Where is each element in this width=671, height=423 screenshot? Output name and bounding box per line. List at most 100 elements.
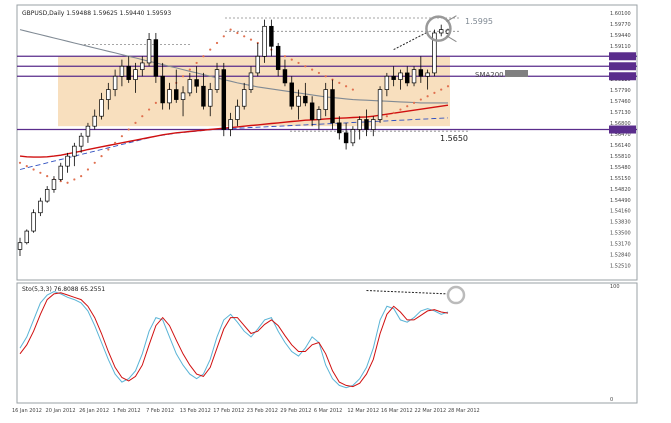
candle-body <box>330 89 335 124</box>
candle-body <box>296 95 301 107</box>
price-tick-label: 1.59440 <box>610 33 631 39</box>
stochastic-highlight-circle <box>446 285 466 305</box>
sar-dot <box>93 161 96 164</box>
date-tick-label: 28 Mar 2012 <box>448 408 480 414</box>
candle-body <box>133 69 138 80</box>
price-panel: 1.601001.597701.594401.591101.587801.584… <box>16 4 638 281</box>
candle-body <box>92 115 97 127</box>
candle-body <box>364 119 369 130</box>
candle-body <box>391 75 396 80</box>
price-tick-label: 1.54490 <box>610 198 631 204</box>
sar-dot <box>73 178 76 181</box>
candle-body <box>194 79 199 87</box>
date-tick-label: 29 Feb 2012 <box>280 408 311 414</box>
candle-body <box>126 65 131 80</box>
sar-dot <box>290 58 293 61</box>
price-tick-label: 1.52510 <box>610 264 631 270</box>
level-label-1-5995: 1.5995 <box>465 17 493 26</box>
candle-body <box>38 200 43 214</box>
candle-body <box>167 89 172 104</box>
sar-dot <box>46 175 49 178</box>
candle-body <box>438 29 444 34</box>
sar-dot <box>433 91 436 94</box>
trend-dotted-arrow <box>393 31 429 51</box>
price-tick-label: 1.56140 <box>610 143 631 149</box>
candle-body <box>418 69 424 77</box>
candle-body <box>174 89 179 100</box>
candle-body <box>262 25 267 57</box>
candle-body <box>51 179 57 190</box>
date-tick-label: 6 Mar 2012 <box>314 408 343 414</box>
ma-red-line <box>19 104 449 158</box>
candle-body <box>323 89 328 110</box>
candle-body <box>208 89 213 107</box>
candle-body <box>255 55 260 74</box>
candle-body <box>112 75 118 90</box>
sar-dot <box>249 38 253 41</box>
sar-dot <box>446 85 450 88</box>
candle-body <box>106 89 111 100</box>
candle-body <box>303 95 308 104</box>
stochastic-k-line <box>19 291 449 389</box>
price-tick-label: 1.54160 <box>610 209 631 215</box>
sar-dot <box>283 55 287 58</box>
sar-dot <box>412 101 416 104</box>
sar-dot <box>86 168 90 171</box>
candle-body <box>214 69 220 90</box>
sar-dot <box>419 98 422 101</box>
candle-body <box>44 189 50 202</box>
sar-dot <box>304 65 307 68</box>
price-tick-label: 1.57790 <box>610 88 631 94</box>
sar-dot <box>311 68 314 71</box>
candle-body <box>371 119 376 130</box>
stochastic-tick-label: 100 <box>610 284 620 290</box>
candle-body <box>405 72 410 84</box>
candle-body <box>343 132 349 144</box>
candle-body <box>160 75 165 104</box>
date-tick-label: 17 Feb 2012 <box>213 408 244 414</box>
candle-body <box>398 72 403 80</box>
date-tick-label: 22 Mar 2012 <box>414 408 446 414</box>
stochastic-panel: 100 0 16 Jan 2012 20 Jan 2012 26 Jan 2012 1 F… <box>12 282 638 414</box>
date-tick-label: 23 Feb 2012 <box>247 408 278 414</box>
sar-dot <box>215 41 219 45</box>
sar-dot <box>134 121 137 124</box>
candle-body <box>24 230 30 244</box>
sar-dot <box>324 75 327 78</box>
date-tick-label: 20 Jan 2012 <box>46 408 76 414</box>
ma200-line <box>19 29 448 104</box>
sar-dot <box>147 108 151 111</box>
candle-body <box>316 109 322 120</box>
sar-dot <box>344 85 348 88</box>
divergence-dotted-line <box>366 290 449 295</box>
price-tick-label: 1.53170 <box>610 242 631 248</box>
ma-blue-dashed-line <box>19 117 449 170</box>
candle-body <box>275 45 281 70</box>
candle-body <box>221 69 227 130</box>
candle-body <box>357 119 362 130</box>
price-tick-label: 1.55150 <box>610 176 631 182</box>
date-tick-label: 7 Feb 2012 <box>146 408 174 414</box>
candle-body <box>289 82 294 107</box>
sar-dot <box>222 35 225 38</box>
sar-dot <box>114 141 117 144</box>
candle-body <box>350 129 356 144</box>
candle-body <box>248 72 254 90</box>
sar-dot <box>25 165 28 168</box>
price-panel-frame <box>16 4 638 281</box>
date-tick-label: 26 Jan 2012 <box>79 408 109 414</box>
date-tick-label: 1 Feb 2012 <box>113 408 141 414</box>
sar-dot <box>317 71 321 75</box>
date-tick-label: 13 Feb 2012 <box>180 408 211 414</box>
price-tick-label: 1.55480 <box>610 165 631 171</box>
date-tick-label: 16 Mar 2012 <box>381 408 413 414</box>
price-tick-label: 1.56800 <box>610 121 631 127</box>
stochastic-panel-frame <box>16 282 638 404</box>
price-tick-label: 1.55810 <box>610 154 631 160</box>
sar-dot <box>32 168 35 171</box>
sar-dot <box>39 171 42 174</box>
level-label-1-5650: 1.5650 <box>440 134 468 143</box>
sar-dot <box>100 155 103 158</box>
sar-dot <box>127 128 130 131</box>
